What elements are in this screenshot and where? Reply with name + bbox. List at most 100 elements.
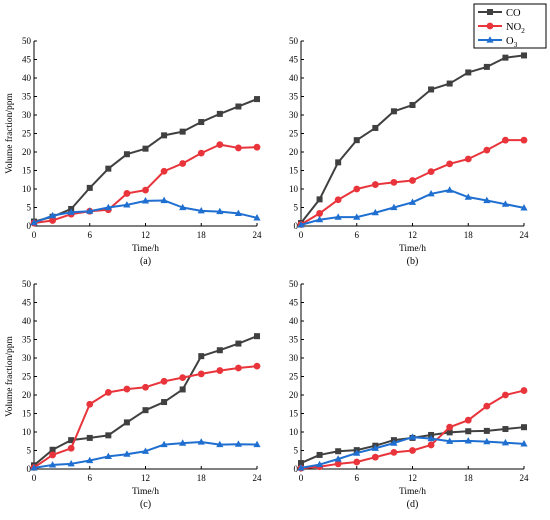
x-tick-label: 18 [464, 473, 474, 483]
data-point-co [254, 96, 260, 103]
data-point-no2 [409, 177, 416, 184]
series-co [31, 96, 260, 225]
y-tick-label: 0 [294, 464, 299, 474]
y-tick-label: 10 [22, 184, 32, 194]
data-point-no2 [427, 168, 435, 176]
y-tick-label: 45 [289, 55, 299, 65]
y-tick-label: 30 [22, 110, 32, 120]
data-point-co [446, 429, 453, 436]
data-point-o3 [86, 456, 94, 464]
data-point-co [123, 151, 130, 158]
data-point-co [521, 424, 527, 431]
data-point-co [198, 119, 205, 126]
data-point-no2 [235, 364, 242, 372]
series-o3 [30, 196, 261, 226]
data-point-no2 [334, 460, 342, 468]
data-point-o3 [297, 221, 305, 228]
data-point-no2 [390, 178, 398, 186]
data-point-o3 [197, 438, 205, 445]
y-tick-label: 20 [289, 390, 299, 400]
data-point-no2 [67, 444, 75, 452]
data-point-no2 [160, 377, 168, 385]
data-point-no2 [520, 136, 528, 144]
data-point-co [216, 110, 223, 117]
data-point-co [521, 52, 527, 59]
data-point-no2 [49, 217, 56, 224]
data-point-no2 [464, 155, 472, 163]
series-o3 [297, 186, 528, 228]
y-tick-label: 30 [289, 353, 299, 363]
legend-label: CO [506, 8, 521, 19]
legend-item-o3: O3 [478, 36, 518, 49]
x-tick-label: 18 [464, 230, 474, 240]
data-point-co [335, 159, 342, 166]
data-point-co [409, 102, 416, 109]
y-tick-label: 50 [289, 36, 299, 46]
y-tick-label: 50 [289, 279, 299, 289]
data-point-no2 [197, 370, 205, 378]
data-point-o3 [104, 203, 112, 211]
y-tick-label: 20 [22, 390, 32, 400]
data-point-no2 [253, 143, 261, 151]
data-point-no2 [409, 447, 416, 454]
panel-label: (d) [407, 499, 419, 510]
data-point-co [49, 446, 56, 453]
data-point-o3 [334, 213, 342, 220]
y-tick-label: 20 [289, 147, 299, 157]
x-axis-label: Time/h [132, 487, 159, 497]
x-axis-label: Time/h [132, 244, 159, 254]
y-tick-label: 50 [22, 279, 32, 289]
data-point-co [335, 448, 342, 455]
y-tick-label: 35 [289, 92, 299, 102]
y-tick-label: 35 [22, 335, 32, 345]
chart-panel-2: 0 5 10 15 20 25 30 35 40 45 50 0 6 12 18 24 Time/h (b) [289, 36, 529, 267]
y-tick-label: 5 [294, 203, 299, 213]
y-tick-label: 35 [22, 92, 32, 102]
data-point-o3 [234, 440, 243, 447]
x-tick-label: 12 [408, 473, 417, 483]
data-point-co [86, 434, 93, 441]
y-tick-label: 25 [289, 372, 299, 382]
x-tick-label: 12 [141, 473, 150, 483]
y-tick-label: 25 [22, 129, 32, 139]
data-point-co [179, 128, 186, 135]
data-point-o3 [30, 218, 38, 226]
data-point-o3 [48, 461, 57, 468]
data-point-o3 [501, 200, 510, 207]
data-point-co [298, 460, 304, 467]
data-point-co [390, 108, 397, 115]
data-point-no2 [502, 391, 509, 399]
x-tick-label: 0 [299, 473, 304, 483]
series-co [298, 52, 527, 227]
data-point-no2 [446, 160, 454, 168]
data-point-no2 [427, 441, 435, 449]
panel-label: (b) [407, 256, 419, 267]
y-tick-label: 40 [289, 73, 299, 83]
y-tick-label: 0 [294, 221, 299, 231]
y-axis-label: Volume fraction/ppm [4, 335, 15, 416]
y-tick-label: 10 [289, 184, 299, 194]
legend-item-no2: NO2 [478, 22, 525, 35]
panel-label: (c) [140, 499, 151, 510]
x-tick-label: 0 [299, 230, 304, 240]
data-point-o3 [253, 440, 261, 448]
data-point-co [179, 386, 186, 393]
data-point-co [483, 63, 490, 70]
y-tick-label: 10 [289, 427, 299, 437]
data-point-co [465, 69, 472, 76]
data-point-no2 [502, 136, 509, 144]
legend-item-co: CO [478, 8, 521, 19]
legend-marker [487, 9, 493, 15]
data-point-co [235, 103, 242, 110]
data-point-no2 [123, 190, 131, 197]
y-tick-label: 45 [22, 298, 32, 308]
x-tick-label: 18 [197, 473, 207, 483]
data-point-o3 [390, 439, 398, 446]
y-tick-label: 50 [22, 36, 32, 46]
series-line-co [300, 54, 525, 224]
data-point-no2 [316, 210, 323, 217]
data-point-co [428, 86, 435, 93]
data-point-co [316, 451, 323, 458]
data-point-no2 [216, 367, 224, 374]
